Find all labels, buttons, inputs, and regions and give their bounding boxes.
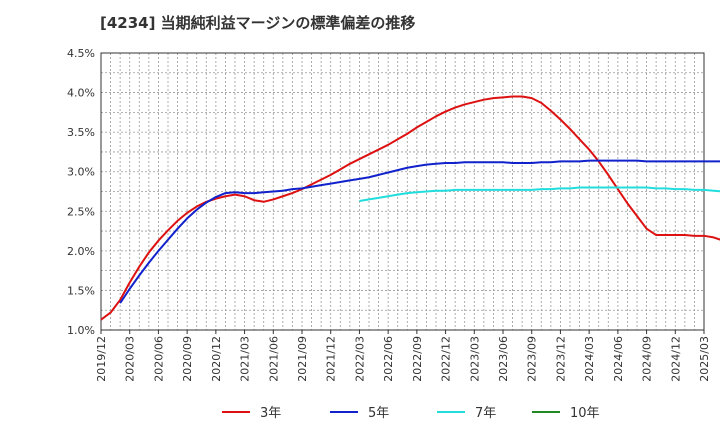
y-tick-label: 1.0% <box>67 324 95 337</box>
legend-label-3年: 3年 <box>260 406 281 421</box>
x-tick-label: 2024/09 <box>641 336 654 382</box>
y-tick-label: 3.0% <box>67 166 95 179</box>
x-tick-label: 2025/03 <box>698 336 711 382</box>
x-tick-label: 2024/12 <box>669 336 682 382</box>
y-tick-label: 4.0% <box>67 87 95 100</box>
x-tick-label: 2024/06 <box>612 336 625 382</box>
legend-label-10年: 10年 <box>570 406 600 421</box>
x-tick-label: 2020/06 <box>152 336 165 382</box>
series-line-5年 <box>119 159 720 304</box>
x-tick-label: 2021/03 <box>239 336 252 382</box>
x-tick-label: 2021/12 <box>325 336 338 382</box>
x-tick-label: 2022/03 <box>353 336 366 382</box>
x-tick-label: 2022/06 <box>382 336 395 382</box>
y-tick-label: 2.5% <box>67 205 95 218</box>
plot-area <box>100 52 705 331</box>
x-tick-label: 2023/03 <box>468 336 481 382</box>
x-tick-label: 2021/06 <box>267 336 280 382</box>
x-tick-label: 2024/03 <box>583 336 596 382</box>
y-tick-label: 3.5% <box>67 126 95 139</box>
legend-label-5年: 5年 <box>368 406 389 421</box>
y-tick-label: 1.5% <box>67 284 95 297</box>
chart-title: [4234] 当期純利益マージンの標準偏差の推移 <box>100 14 416 32</box>
x-tick-label: 2022/09 <box>411 336 424 382</box>
x-tick-label: 2020/03 <box>124 336 137 382</box>
x-tick-label: 2022/12 <box>440 336 453 382</box>
x-tick-label: 2023/12 <box>554 336 567 382</box>
x-tick-label: 2021/09 <box>296 336 309 382</box>
series-line-7年 <box>359 186 720 202</box>
x-tick-label: 2020/09 <box>181 336 194 382</box>
y-tick-label: 4.5% <box>67 47 95 60</box>
x-tick-label: 2023/09 <box>526 336 539 382</box>
x-tick-label: 2019/12 <box>95 336 108 382</box>
x-tick-label: 2020/12 <box>210 336 223 382</box>
y-tick-label: 2.0% <box>67 245 95 258</box>
legend-label-7年: 7年 <box>475 406 496 421</box>
x-tick-label: 2023/06 <box>497 336 510 382</box>
